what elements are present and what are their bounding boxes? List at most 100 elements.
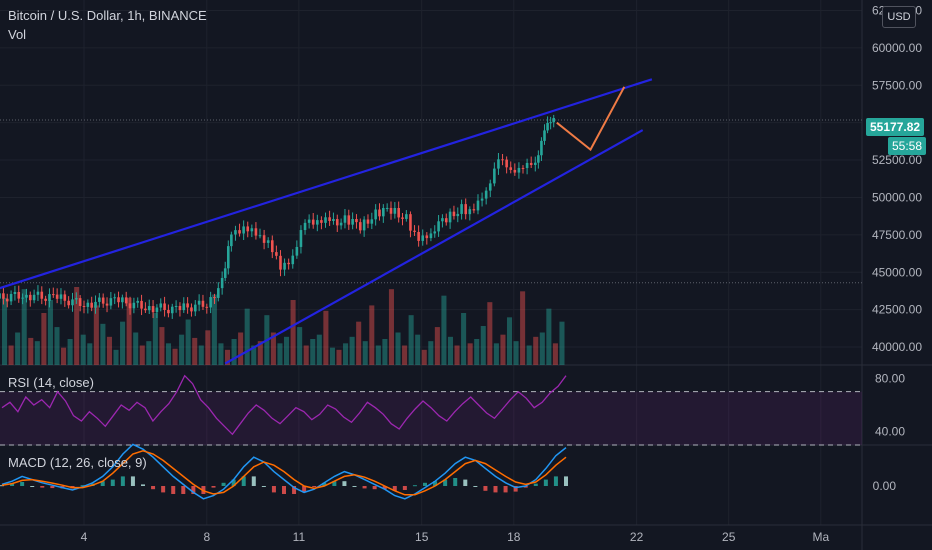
volume-bar bbox=[382, 339, 388, 365]
candle-body bbox=[48, 294, 51, 301]
candle-body bbox=[234, 230, 237, 235]
volume-bar bbox=[244, 308, 250, 365]
macd-histogram-bar bbox=[141, 484, 145, 486]
candle-body bbox=[17, 291, 21, 299]
macd-tick-label: 0.00 bbox=[873, 479, 897, 493]
x-tick-label: 8 bbox=[203, 530, 210, 544]
candle-body bbox=[242, 226, 245, 234]
candle-body bbox=[13, 291, 17, 295]
x-tick-label: 11 bbox=[293, 530, 306, 544]
macd-histogram-bar bbox=[564, 476, 568, 486]
volume-bar bbox=[139, 345, 145, 365]
candle-body bbox=[40, 291, 44, 299]
macd-histogram-bar bbox=[10, 483, 15, 486]
y-tick-label: 60000.00 bbox=[872, 41, 922, 55]
volume-bar bbox=[61, 347, 67, 365]
volume-bar bbox=[218, 343, 224, 365]
candle-body bbox=[488, 183, 492, 191]
candle-body bbox=[460, 204, 463, 214]
volume-bar bbox=[362, 341, 368, 365]
candle-body bbox=[299, 230, 303, 247]
candle-body bbox=[517, 167, 521, 173]
macd-histogram-bar bbox=[30, 486, 35, 487]
volume-bar bbox=[146, 341, 152, 365]
macd-histogram-bar bbox=[231, 479, 236, 486]
candle-body bbox=[291, 255, 295, 265]
candle-body bbox=[425, 235, 429, 239]
candle-body bbox=[193, 304, 197, 312]
volume-bar bbox=[316, 334, 322, 365]
volume-bar bbox=[133, 332, 139, 365]
candle-body bbox=[21, 297, 24, 299]
macd-histogram-bar bbox=[191, 486, 196, 494]
candle-body bbox=[144, 308, 147, 311]
macd-histogram-bar bbox=[352, 486, 357, 487]
candle-body bbox=[521, 167, 525, 169]
candle-body bbox=[362, 219, 366, 231]
candle-body bbox=[101, 297, 105, 304]
macd-histogram-bar bbox=[271, 486, 276, 493]
macd-label: MACD (12, 26, close, 9) bbox=[8, 455, 147, 470]
volume-bars bbox=[2, 287, 565, 365]
volume-bar bbox=[454, 345, 460, 365]
volume-bar bbox=[461, 313, 467, 365]
volume-bar bbox=[159, 327, 165, 365]
volume-bar bbox=[402, 345, 408, 365]
upper-trendline[interactable] bbox=[0, 78, 653, 290]
rsi-tick-label: 80.00 bbox=[875, 371, 905, 385]
projection[interactable] bbox=[556, 86, 626, 152]
volume-bar bbox=[251, 345, 257, 365]
volume-bar bbox=[15, 332, 21, 365]
volume-bar bbox=[2, 297, 8, 365]
candle-body bbox=[140, 300, 143, 309]
macd-histogram-bar bbox=[130, 476, 135, 486]
volume-bar bbox=[87, 343, 93, 365]
volume-bar bbox=[297, 327, 303, 365]
volume-bar bbox=[257, 341, 263, 365]
volume-bar bbox=[152, 313, 158, 365]
candle-body bbox=[205, 306, 209, 308]
candle-body bbox=[258, 235, 262, 237]
x-tick-label: 18 bbox=[507, 530, 521, 544]
volume-bar bbox=[270, 332, 276, 365]
macd-histogram-bar bbox=[503, 486, 508, 493]
rsi-pane: 80.00 40.00 bbox=[0, 371, 905, 446]
candle-body bbox=[382, 208, 385, 217]
candle-body bbox=[128, 303, 132, 309]
macd-histogram-bar bbox=[423, 482, 427, 486]
candle-body bbox=[44, 298, 47, 301]
symbol-title: Bitcoin / U.S. Dollar, 1h, BINANCE bbox=[8, 8, 207, 23]
drawings[interactable] bbox=[0, 78, 653, 365]
volume-bar bbox=[474, 339, 480, 365]
candle-body bbox=[468, 209, 472, 215]
volume-bar bbox=[356, 321, 362, 365]
candle-body bbox=[105, 303, 109, 306]
candle-body bbox=[182, 303, 186, 311]
candle-body bbox=[0, 293, 1, 299]
candle-body bbox=[117, 297, 120, 303]
candle-body bbox=[339, 222, 343, 226]
macd-histogram-bar bbox=[362, 486, 367, 489]
candle-body bbox=[332, 219, 335, 221]
candle-body bbox=[464, 204, 468, 215]
volume-bar bbox=[8, 345, 14, 365]
volume-bar bbox=[500, 334, 506, 365]
macd-histogram-bar bbox=[120, 476, 125, 486]
macd-histogram-bar bbox=[0, 485, 4, 487]
macd-histogram-bar bbox=[332, 481, 337, 486]
volume-bar bbox=[277, 343, 283, 365]
currency-button[interactable]: USD bbox=[882, 6, 916, 28]
volume-bar bbox=[336, 349, 342, 365]
candle-body bbox=[209, 297, 212, 308]
candle-body bbox=[389, 207, 393, 214]
lower-trendline[interactable] bbox=[224, 129, 644, 365]
candle-body bbox=[374, 209, 377, 220]
macd-histogram-bar bbox=[493, 486, 498, 493]
macd-histogram-bar bbox=[382, 486, 387, 490]
y-tick-label: 45000.00 bbox=[872, 265, 922, 279]
x-tick-label: Ma bbox=[812, 530, 829, 544]
volume-bar bbox=[54, 327, 60, 365]
volume-bar bbox=[415, 334, 421, 365]
candle-body bbox=[270, 240, 274, 253]
